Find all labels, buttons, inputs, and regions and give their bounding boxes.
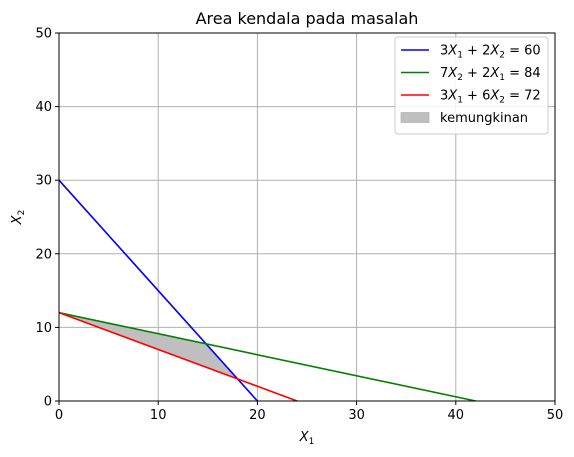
legend-label-fill: kemungkinan: [440, 111, 528, 126]
x-axis-label: X1: [299, 430, 315, 447]
y-tick-label: 30: [35, 174, 52, 189]
y-tick-label: 10: [35, 321, 52, 336]
series-line-2: [58, 311, 476, 402]
x-tick-label: 50: [547, 408, 564, 423]
legend-label-1: 3X1 + 2X2 = 60: [440, 44, 541, 61]
x-tick-label: 10: [150, 408, 167, 423]
chart-title: Area kendala pada masalah: [196, 9, 419, 28]
legend-label-2: 7X2 + 2X1 = 84: [440, 66, 541, 83]
legend: 3X1 + 2X2 = 60 7X2 + 2X1 = 84 3X1 + 6X2 = …: [394, 36, 549, 135]
x-tick-label: 40: [448, 408, 465, 423]
x-tick-label: 20: [249, 408, 266, 423]
x-axis-label-base: X: [299, 430, 310, 445]
y-tick-label: 20: [35, 247, 52, 262]
series-layer: [58, 179, 476, 402]
y-tick-label: 0: [44, 395, 52, 410]
y-tick-label: 50: [35, 27, 52, 42]
x-axis-label-sub: 1: [309, 437, 315, 447]
x-tick-label: 0: [55, 408, 63, 423]
ticks: 0 10 20 30 40 50 0 10 20 30 40 50: [35, 27, 563, 424]
plot-frame: [58, 32, 556, 402]
y-axis-label-base: X: [10, 214, 25, 225]
series-line-3: [58, 311, 298, 402]
x-tick-label: 30: [348, 408, 365, 423]
y-axis-label: X2: [10, 210, 27, 226]
legend-box: [394, 36, 549, 135]
legend-swatch-fill: [400, 112, 430, 123]
series-line-1: [58, 179, 258, 402]
y-axis-label-sub: 2: [17, 210, 27, 216]
legend-label-3: 3X1 + 6X2 = 72: [440, 89, 541, 106]
y-tick-label: 40: [35, 100, 52, 115]
